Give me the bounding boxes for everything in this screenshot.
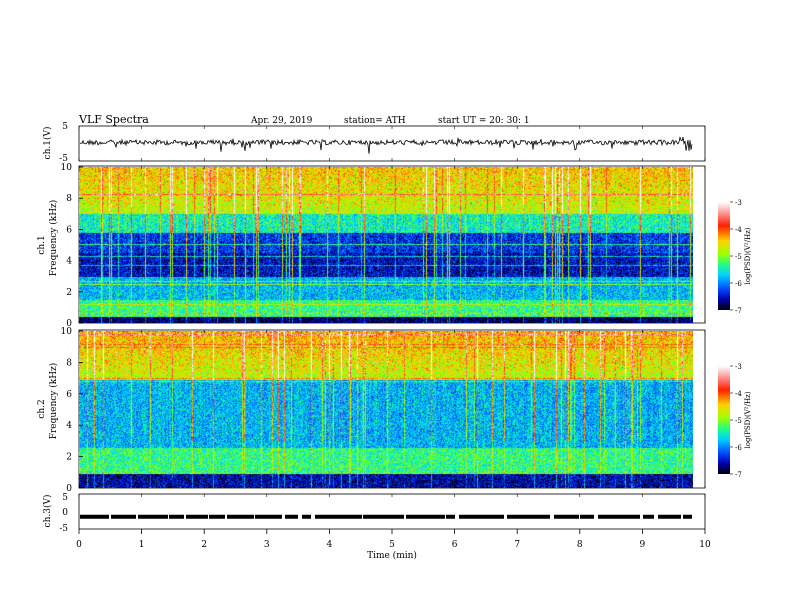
ch1-ytick-bottom: -5	[59, 154, 68, 164]
ch3-ylabel: ch.3(V)	[42, 495, 53, 528]
ch3-segment	[406, 514, 445, 519]
ch3-segment	[643, 514, 654, 519]
colorbar-tick-label: -7	[735, 471, 742, 479]
colorbar-tick-label: -6	[735, 280, 742, 288]
x-tick-label: 3	[264, 540, 270, 550]
ch3-segment	[186, 514, 208, 519]
colorbar-tick-label: -5	[735, 417, 742, 425]
x-tick-label: 10	[699, 540, 711, 550]
ch1-colorbar-label: log(PSD)(V²/Hz)	[744, 227, 752, 284]
ch3-ytick-bottom: -5	[59, 524, 68, 534]
ch1-colorbar	[718, 202, 730, 310]
ch2-spec-ylabel-freq: Frequency (kHz)	[48, 363, 59, 440]
ch3-ytick-top: 5	[62, 493, 68, 503]
ch3-panel: 5 0 -5 ch.3(V) 0 1 2 3 4 5 6 7 8 9 10 Time (min)	[42, 126, 711, 561]
x-tick-label: 2	[201, 540, 207, 550]
ch3-segment	[363, 514, 404, 519]
ch2-colorbar-label: log(PSD)(V²/Hz)	[744, 391, 752, 448]
ch1-ytick-top: 5	[62, 122, 68, 132]
start-time-label: start UT = 20: 30: 1	[438, 116, 530, 126]
ch1-spec-ylabel-freq: Frequency (kHz)	[48, 200, 59, 277]
x-tick-label: 0	[76, 540, 82, 550]
colorbar-tick-label: -6	[735, 444, 742, 452]
ch1-spectrogram	[79, 167, 693, 323]
ch3-segment	[459, 514, 504, 519]
ch2-spectrogram	[79, 331, 693, 488]
ch3-trace	[80, 514, 692, 519]
ch1-trace	[79, 136, 693, 154]
freq-tick-label: 4	[66, 257, 72, 267]
station-label: station= ATH	[344, 116, 406, 126]
ch3-segment	[683, 514, 692, 519]
freq-tick-label: 10	[61, 163, 73, 173]
ch1-frame	[78, 125, 706, 162]
x-tick-label: 4	[327, 540, 333, 550]
ch3-segment	[227, 514, 254, 519]
freq-tick-label: 0	[66, 319, 72, 329]
ch1-panel: 5 -5 ch.1(V)	[42, 122, 706, 164]
ch1-ylabel: ch.1(V)	[42, 127, 53, 160]
x-tick-label: 6	[452, 540, 458, 550]
ch3-segment	[138, 514, 168, 519]
ch2-spec-ylabel: ch.2	[37, 399, 47, 418]
ch3-segment	[80, 514, 109, 519]
x-tick-label: 1	[139, 540, 145, 550]
ch3-frame	[78, 493, 706, 530]
x-tick-label: 9	[640, 540, 646, 550]
ch3-segment	[285, 514, 298, 519]
ch3-segment	[658, 514, 681, 519]
freq-tick-label: 2	[66, 288, 72, 298]
ch3-segment	[598, 514, 640, 519]
date-label: Apr. 29, 2019	[250, 116, 313, 126]
ch3-segment	[580, 514, 594, 519]
figure-title: VLF Spectra	[78, 113, 149, 126]
freq-tick-label: 0	[66, 484, 72, 494]
colorbar-tick-label: -3	[735, 363, 742, 371]
ch2-colorbar	[718, 366, 730, 474]
ch3-segment	[315, 514, 362, 519]
ch3-segment	[111, 514, 136, 519]
ch3-segment	[446, 514, 455, 519]
freq-tick-label: 8	[66, 194, 72, 204]
colorbar-tick-label: -4	[735, 226, 742, 234]
colorbar-tick-label: -5	[735, 253, 742, 261]
x-tick-label: 5	[389, 540, 395, 550]
x-tick-label: 8	[577, 540, 583, 550]
freq-tick-label: 6	[66, 390, 72, 400]
freq-tick-label: 10	[61, 327, 73, 337]
freq-tick-label: 8	[66, 358, 72, 368]
ch1-spec-ylabel: ch.1	[37, 235, 47, 254]
colorbar-tick-label: -3	[735, 199, 742, 207]
x-axis-label: Time (min)	[367, 550, 417, 561]
ch3-segment	[209, 514, 225, 519]
ch3-segment	[169, 514, 184, 519]
freq-tick-label: 2	[66, 453, 72, 463]
ch3-ytick-mid: 0	[62, 508, 68, 518]
ch3-segment	[255, 514, 282, 519]
freq-tick-label: 4	[66, 421, 72, 431]
ch3-segment	[302, 514, 311, 519]
ch3-segment	[554, 514, 579, 519]
x-tick-label: 7	[514, 540, 520, 550]
ch3-segment	[507, 514, 550, 519]
colorbar-tick-label: -4	[735, 390, 742, 398]
colorbar-tick-label: -7	[735, 307, 742, 315]
freq-tick-label: 6	[66, 225, 72, 235]
